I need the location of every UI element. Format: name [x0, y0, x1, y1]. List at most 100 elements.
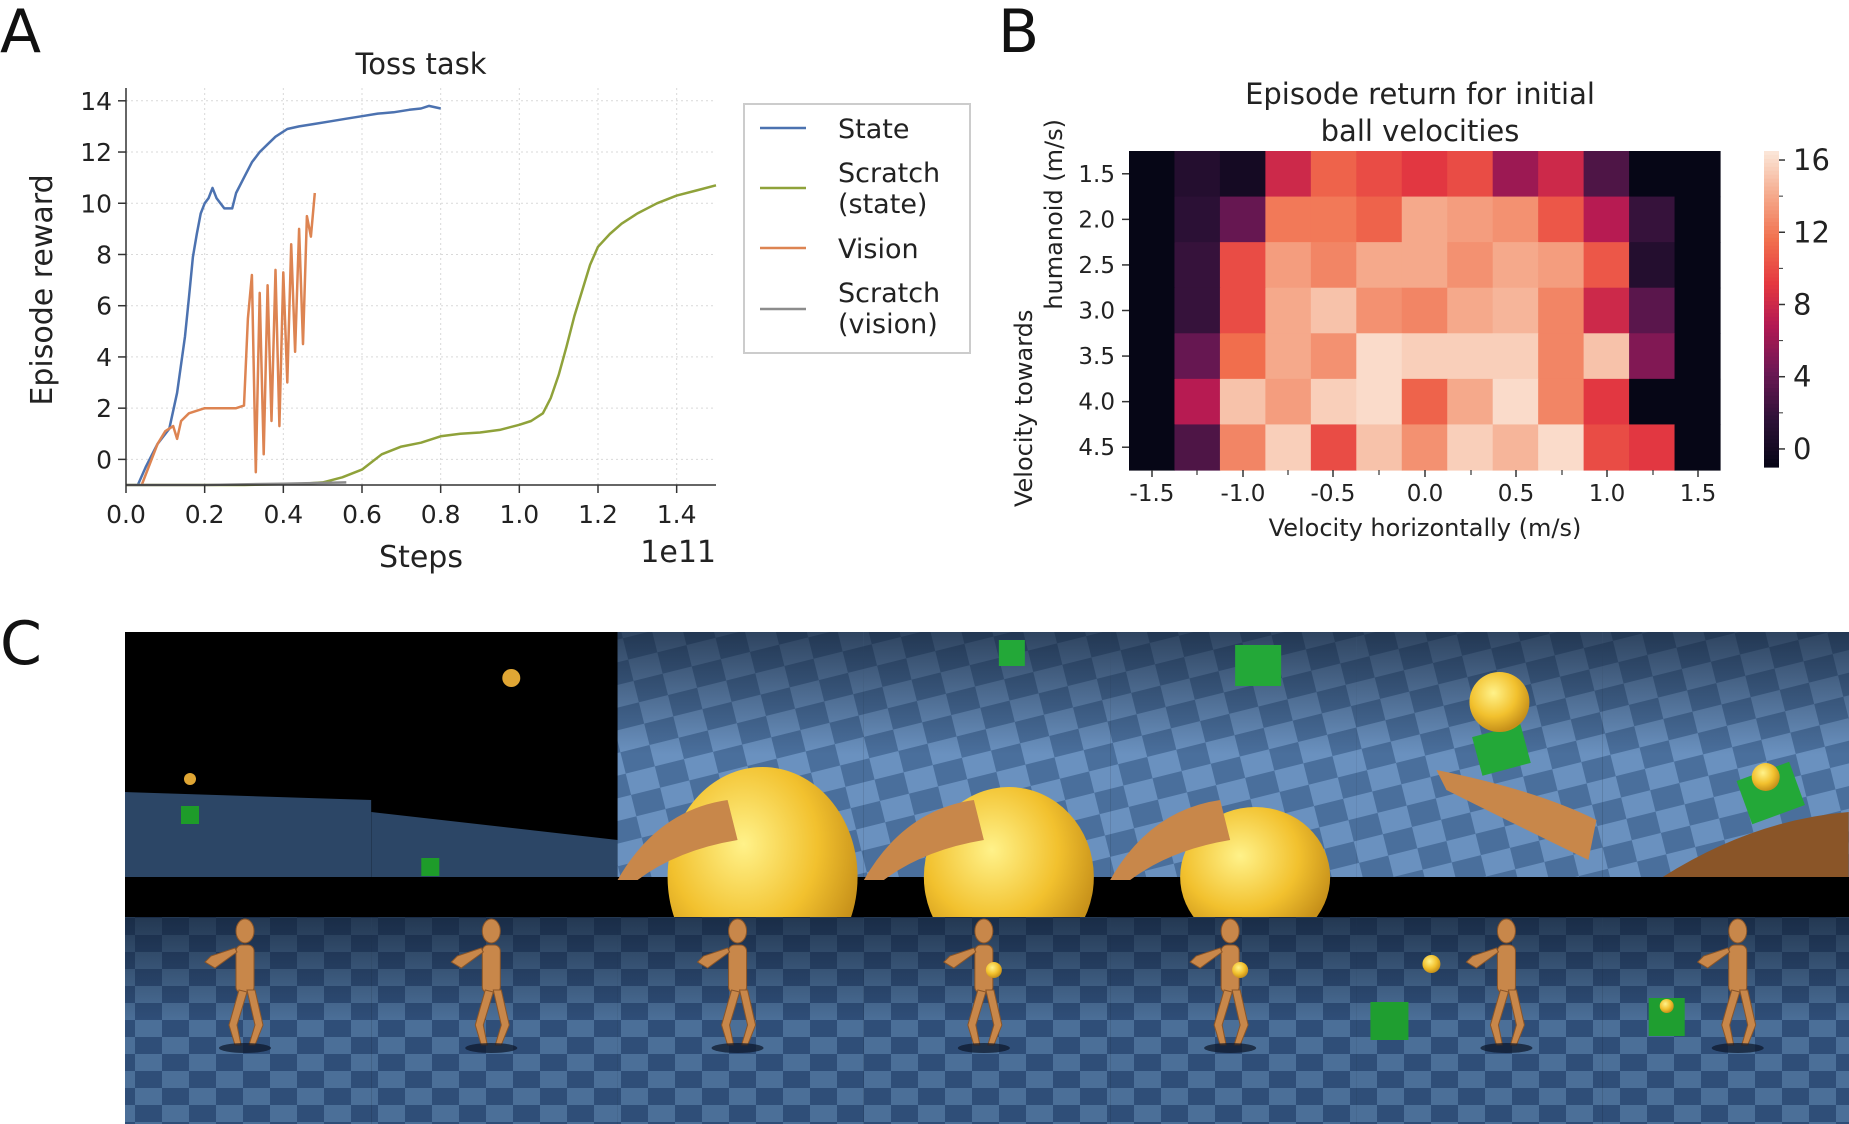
- chart-title: Toss task: [354, 47, 486, 81]
- colorbar-segment: [1764, 301, 1779, 306]
- humanoid-torso: [728, 944, 748, 994]
- colorbar-segment: [1764, 439, 1779, 444]
- heatmap-cell: [1265, 333, 1312, 380]
- heatmap-cell: [1629, 242, 1676, 289]
- camera-tile: [1110, 632, 1357, 947]
- series-line-0: [136, 104, 441, 486]
- heatmap-cell: [1310, 151, 1357, 198]
- colorbar-segment: [1764, 443, 1779, 448]
- x-tick-label: 0.6: [342, 500, 382, 529]
- legend-box: [743, 103, 971, 354]
- heatmap-cells: [1129, 151, 1721, 471]
- colorbar-segment: [1764, 368, 1779, 373]
- panel-letter-a: A: [0, 0, 41, 67]
- heatmap-cell: [1492, 287, 1539, 334]
- heatmap-y-tick-label: 3.0: [1078, 299, 1115, 325]
- legend-label-vision: Vision: [838, 234, 919, 265]
- colorbar-segment: [1764, 419, 1779, 425]
- heatmap-cell: [1356, 378, 1403, 426]
- heatmap-cell: [1538, 333, 1585, 380]
- humanoid-torso: [1728, 944, 1748, 994]
- target-box-icon: [1370, 1002, 1409, 1040]
- heatmap-cell: [1583, 196, 1630, 243]
- camera-tile: [1356, 632, 1603, 877]
- colorbar-segment: [1764, 245, 1779, 251]
- heatmap-cell: [1583, 333, 1630, 380]
- camera-tile: [371, 632, 618, 877]
- heatmap-cell: [1492, 196, 1539, 243]
- heatmap-cell: [1583, 287, 1630, 334]
- colorbar-segment: [1764, 269, 1779, 275]
- heatmap-cell: [1629, 333, 1676, 380]
- colorbar-segment: [1764, 190, 1779, 196]
- colorbar-segment: [1764, 214, 1779, 219]
- colorbar-segment: [1764, 297, 1779, 302]
- heatmap-cell: [1583, 424, 1630, 471]
- heatmap-ticks: -1.5 -1.0 -0.5 0.0 0.5 1.0 1.5 1.5 2.0 2.5 3.0 3.5 4…: [1078, 162, 1716, 507]
- panel-letter-b: B: [998, 0, 1039, 67]
- heatmap-cell: [1174, 242, 1221, 289]
- colorbar-segment: [1764, 210, 1779, 215]
- heatmap-cell: [1447, 242, 1494, 289]
- colorbar-segment: [1764, 447, 1779, 452]
- heatmap-y-tick-label: 4.0: [1078, 390, 1115, 416]
- colorbar-segment: [1764, 241, 1779, 247]
- heatmap-cell: [1629, 151, 1676, 198]
- heatmap-cell: [1538, 196, 1585, 243]
- heatmap-x-tick-label: -1.0: [1221, 481, 1266, 507]
- colorbar-segment: [1764, 289, 1779, 294]
- colorbar-segment: [1764, 376, 1779, 381]
- series-line-2: [140, 192, 317, 486]
- humanoid-shadow: [957, 1043, 1010, 1053]
- colorbar-segment: [1764, 154, 1779, 160]
- y-tick-label: 6: [96, 292, 112, 321]
- heatmap-cell: [1583, 151, 1630, 198]
- y-tick-label: 0: [96, 445, 112, 474]
- colorbar-segment: [1764, 312, 1779, 318]
- heatmap-cell: [1129, 378, 1176, 426]
- heatmap-cell: [1265, 424, 1312, 471]
- heatmap-x-tick-label: -0.5: [1311, 481, 1356, 507]
- series-lines: [126, 104, 717, 487]
- heatmap-cell: [1492, 333, 1539, 380]
- heatmap-cell: [1674, 242, 1721, 289]
- colorbar-segment: [1764, 427, 1779, 433]
- heatmap-cell: [1219, 424, 1266, 471]
- humanoid-head: [974, 918, 994, 944]
- heatmap-cell: [1219, 196, 1266, 243]
- heatmap-cell: [1583, 242, 1630, 289]
- colorbar-segment: [1764, 194, 1779, 199]
- humanoid-arm: [1465, 947, 1500, 969]
- ball-icon: [1751, 763, 1780, 791]
- colorbar-segment: [1764, 186, 1779, 192]
- colorbar-segment: [1764, 395, 1779, 401]
- ball-icon: [1422, 955, 1441, 973]
- colorbar-segment: [1764, 151, 1779, 156]
- humanoid-head: [1496, 918, 1516, 944]
- heatmap-title: Episode return for initial ball velocitie…: [1245, 77, 1595, 148]
- humanoid-arm: [450, 947, 484, 969]
- colorbar-segment: [1764, 356, 1779, 361]
- heatmap-cell: [1401, 333, 1448, 380]
- humanoid-figure-icon: [1696, 918, 1757, 1046]
- text-line: Episode return for initial: [1245, 77, 1595, 111]
- colorbar-segment: [1764, 348, 1779, 354]
- camera-tile: [125, 632, 372, 877]
- colorbar-segment: [1764, 305, 1779, 310]
- colorbar-segment: [1764, 170, 1779, 176]
- humanoid-torso: [481, 944, 501, 994]
- colorbar-tick-label: 0: [1793, 432, 1811, 466]
- colorbar-segment: [1764, 198, 1779, 203]
- heatmap-x-axis-label: Velocity horizontally (m/s): [1269, 514, 1582, 542]
- colorbar-segment: [1764, 230, 1779, 235]
- heatmap-cell: [1310, 424, 1357, 471]
- legend-label-state: State: [838, 114, 909, 145]
- heatmap-x-tick-label: -1.5: [1130, 481, 1175, 507]
- heatmap-y-tick-label: 3.5: [1078, 344, 1115, 370]
- heatmap-cell: [1629, 378, 1676, 426]
- colorbar-segment: [1764, 435, 1779, 440]
- colorbar-segment: [1764, 273, 1779, 278]
- colorbar-segment: [1764, 222, 1779, 227]
- colorbar-segment: [1764, 166, 1779, 172]
